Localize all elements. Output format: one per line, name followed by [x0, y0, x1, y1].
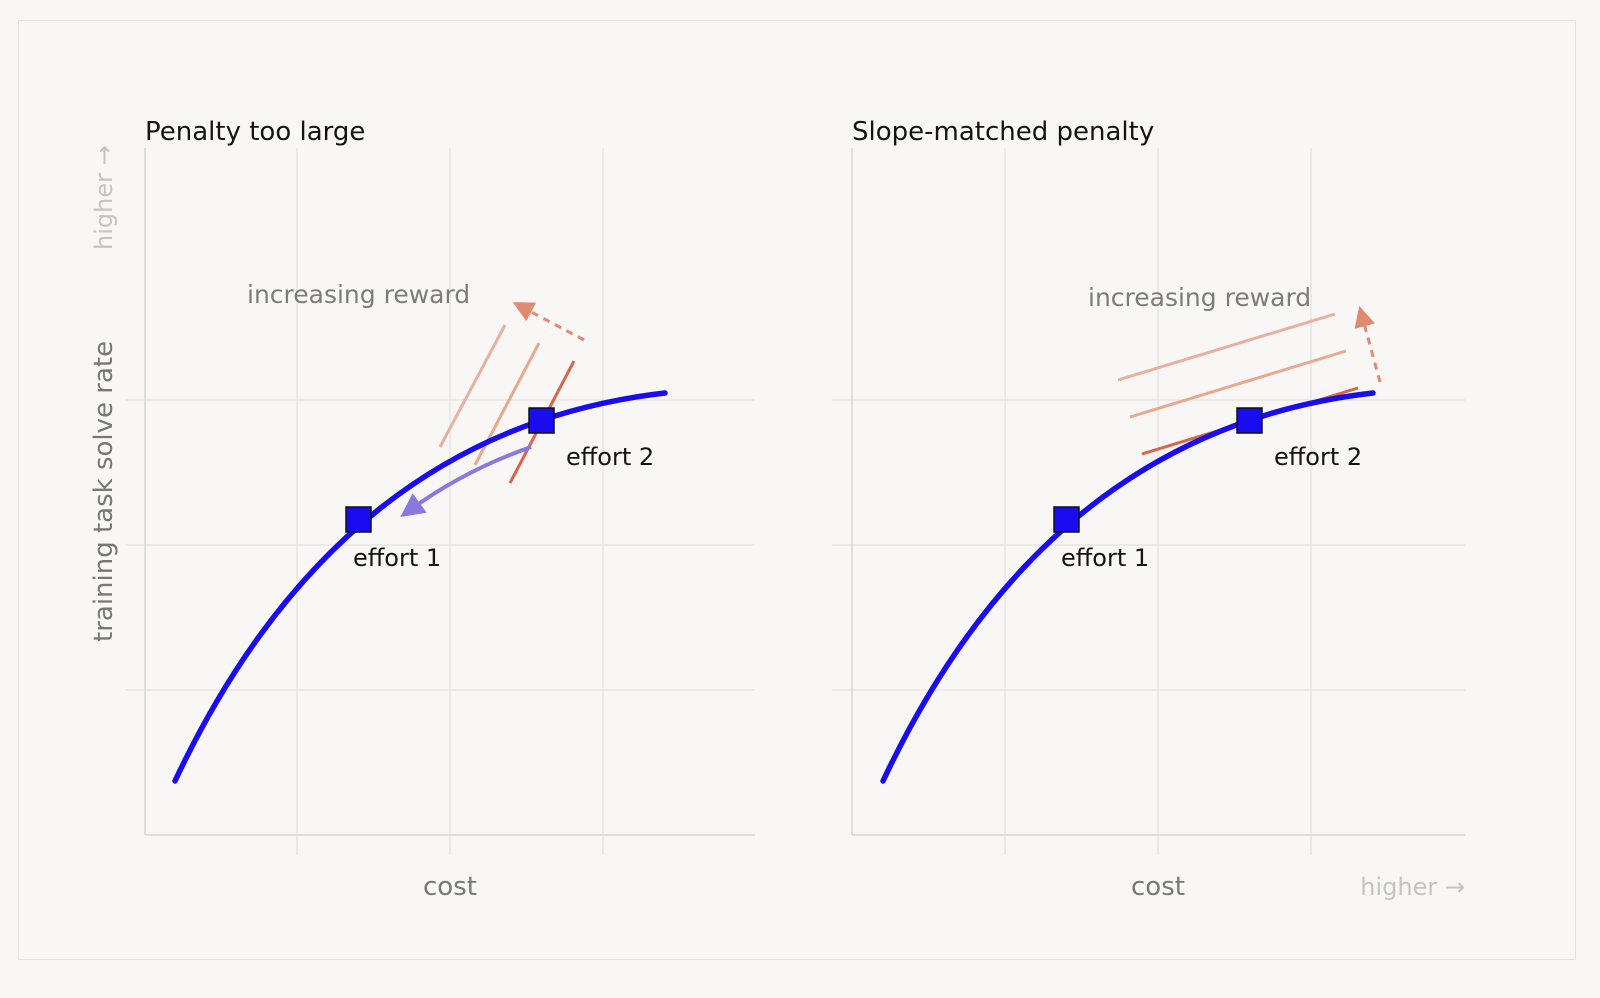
y-axis-hint: higher →	[90, 145, 118, 250]
effort-2-marker	[1236, 407, 1263, 434]
reward-direction-arrow	[1354, 305, 1382, 383]
effort-2-label: effort 2	[1274, 443, 1362, 471]
axes-right	[851, 148, 1465, 836]
increasing-reward-label: increasing reward	[247, 280, 470, 309]
x-axis-hint: higher →	[1360, 873, 1465, 901]
x-axis-label: cost	[423, 872, 477, 902]
effort-2-label: effort 2	[566, 443, 654, 471]
increasing-reward-label: increasing reward	[1088, 283, 1311, 312]
return-arrow	[400, 445, 532, 518]
reward-lines-left	[438, 324, 576, 484]
panel-title: Penalty too large	[145, 117, 365, 147]
grid-right	[832, 148, 1465, 855]
performance-curve	[880, 390, 1376, 784]
x-axis-label: cost	[1131, 872, 1185, 902]
effort-1-label: effort 1	[1061, 544, 1149, 572]
panel-right: Slope-matched penalty cost higher → incr…	[832, 117, 1465, 902]
grid-left	[125, 148, 755, 855]
y-axis-label: training task solve rate	[89, 341, 119, 642]
reward-direction-arrow	[512, 302, 585, 342]
effort-1-label: effort 1	[353, 544, 441, 572]
figure-frame	[18, 20, 1576, 960]
panel-title: Slope-matched penalty	[852, 117, 1154, 147]
effort-1-marker	[1053, 506, 1080, 533]
performance-curve	[172, 390, 668, 784]
effort-1-marker	[345, 506, 372, 533]
axes-left	[144, 148, 755, 836]
panel-left: Penalty too large training task solve ra…	[89, 117, 755, 902]
effort-2-marker	[528, 407, 555, 434]
